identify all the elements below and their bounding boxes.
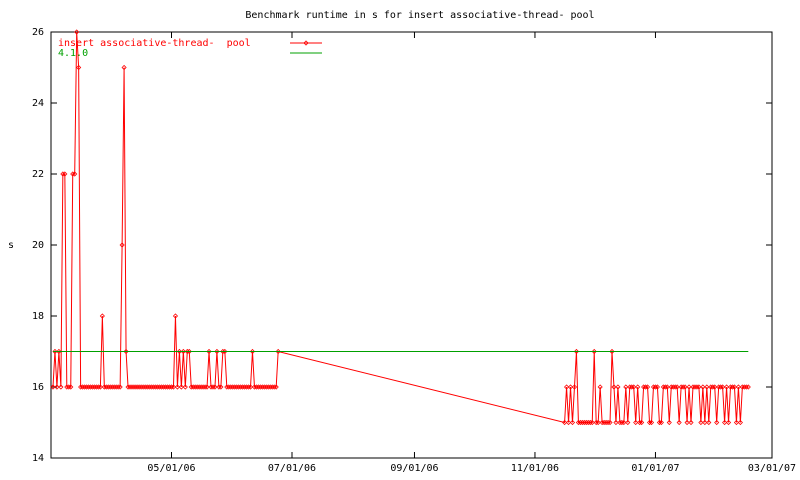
data-point [718,384,724,390]
data-point [646,419,653,426]
data-point [706,419,712,426]
y-tick-label: 26 [32,27,44,38]
data-point [99,313,105,319]
y-tick-label: 22 [32,169,44,180]
y-tick-label: 14 [32,453,44,464]
data-point [74,29,80,35]
x-tick-label: 05/01/06 [147,463,195,474]
data-point [672,384,678,390]
data-point [117,384,123,390]
data-point [62,171,68,177]
x-tick-label: 07/01/06 [268,463,316,474]
data-point [648,419,655,426]
data-point [68,384,74,390]
data-point [725,419,732,426]
data-point [629,384,635,390]
y-tick-label: 18 [32,311,44,322]
data-point [70,171,76,177]
data-point [680,384,686,390]
x-tick-label: 03/01/07 [748,463,796,474]
data-point [652,384,659,390]
data-point [625,419,631,426]
data-point [694,384,700,390]
data-point [597,384,603,390]
data-point [273,384,279,390]
data-point [182,384,188,390]
data-point [119,242,125,248]
legend-marker [303,40,309,46]
data-point [76,64,82,71]
y-tick-label: 20 [32,240,44,251]
data-point [639,419,645,426]
data-point [737,419,743,426]
data-point [714,419,720,426]
legend-label: insert associative-thread- pool [58,38,251,49]
data-point [216,384,222,390]
y-tick-label: 16 [32,382,44,393]
data-point [688,419,694,426]
data-point [571,384,578,390]
data-point [210,384,216,390]
plot-border [50,31,773,459]
data-point [593,419,599,426]
data-point [66,384,72,390]
data-point [271,384,277,390]
data-point [710,384,716,390]
data-point [729,384,736,390]
data-point [115,384,121,390]
data-point [658,419,664,426]
x-tick-label: 09/01/06 [390,463,438,474]
data-point [637,419,643,426]
data-point [569,419,576,426]
data-point [121,64,127,71]
data-point [676,419,682,426]
data-point [635,384,641,390]
data-point [605,419,611,426]
data-point [202,384,208,390]
data-point [607,419,613,426]
data-point [168,384,175,390]
data-point [656,419,662,426]
data-point [619,419,625,426]
data-point [615,384,621,390]
y-tick-label: 24 [32,98,44,109]
data-point [644,384,651,390]
data-point [60,171,66,177]
series-line [52,31,749,424]
data-point [172,313,179,319]
data-point [743,384,749,390]
legend-label: 4.1.0 [58,48,88,59]
data-point [745,384,751,390]
data-point [587,419,593,426]
y-axis-label: s [8,240,14,251]
data-point [666,419,672,426]
x-tick-label: 01/01/07 [631,463,679,474]
data-point [643,384,649,390]
data-point [95,384,101,390]
data-point [218,384,224,390]
data-point [72,171,78,177]
chart-title: Benchmark runtime in s for insert associ… [245,10,594,21]
data-point [654,384,660,390]
data-point [662,384,668,390]
data-point [58,384,64,390]
data-point [245,384,252,390]
x-tick-label: 11/01/06 [511,463,559,474]
